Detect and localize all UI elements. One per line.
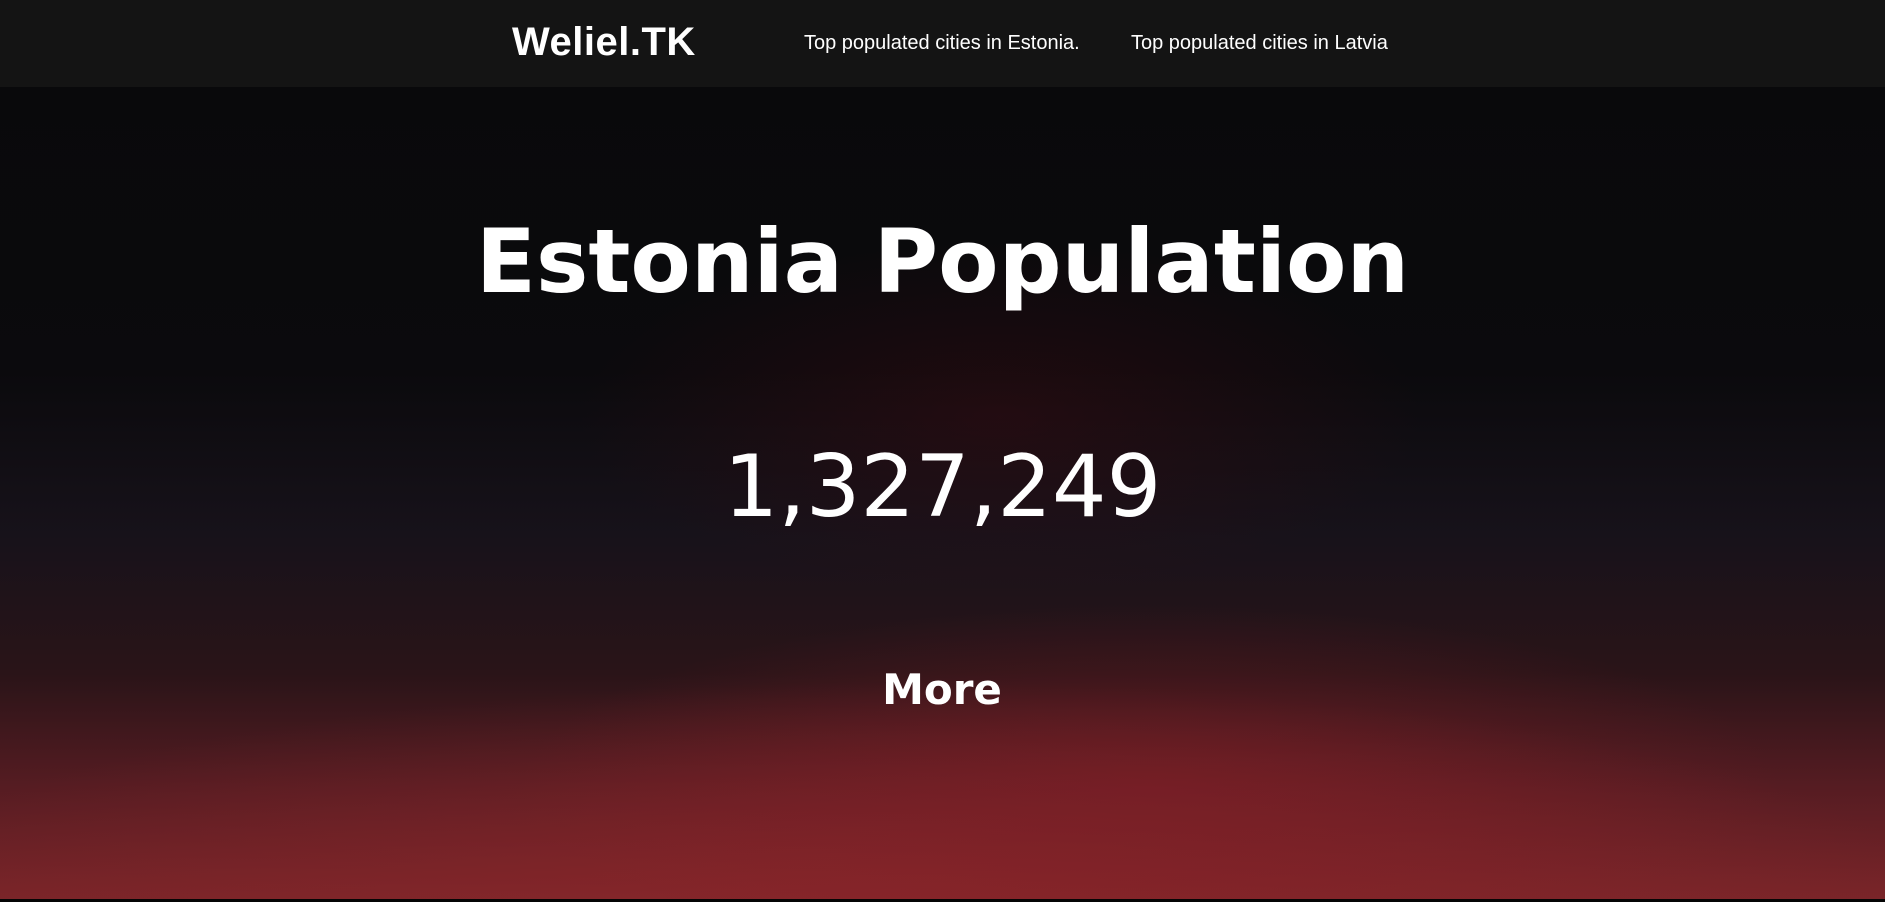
more-button[interactable]: More	[842, 660, 1042, 720]
brand-logo-link[interactable]: Weliel.TK	[512, 20, 696, 64]
top-navbar: Weliel.TK Top populated cities in Estoni…	[0, 0, 1885, 87]
nav-link-latvia-cities[interactable]: Top populated cities in Latvia	[1131, 32, 1388, 54]
hero-section: Estonia Population 1,327,249 More	[0, 87, 1885, 902]
nav-link-estonia-cities[interactable]: Top populated cities in Estonia.	[804, 32, 1080, 54]
page-title: Estonia Population	[475, 210, 1410, 313]
population-count: 1,327,249	[723, 437, 1162, 537]
